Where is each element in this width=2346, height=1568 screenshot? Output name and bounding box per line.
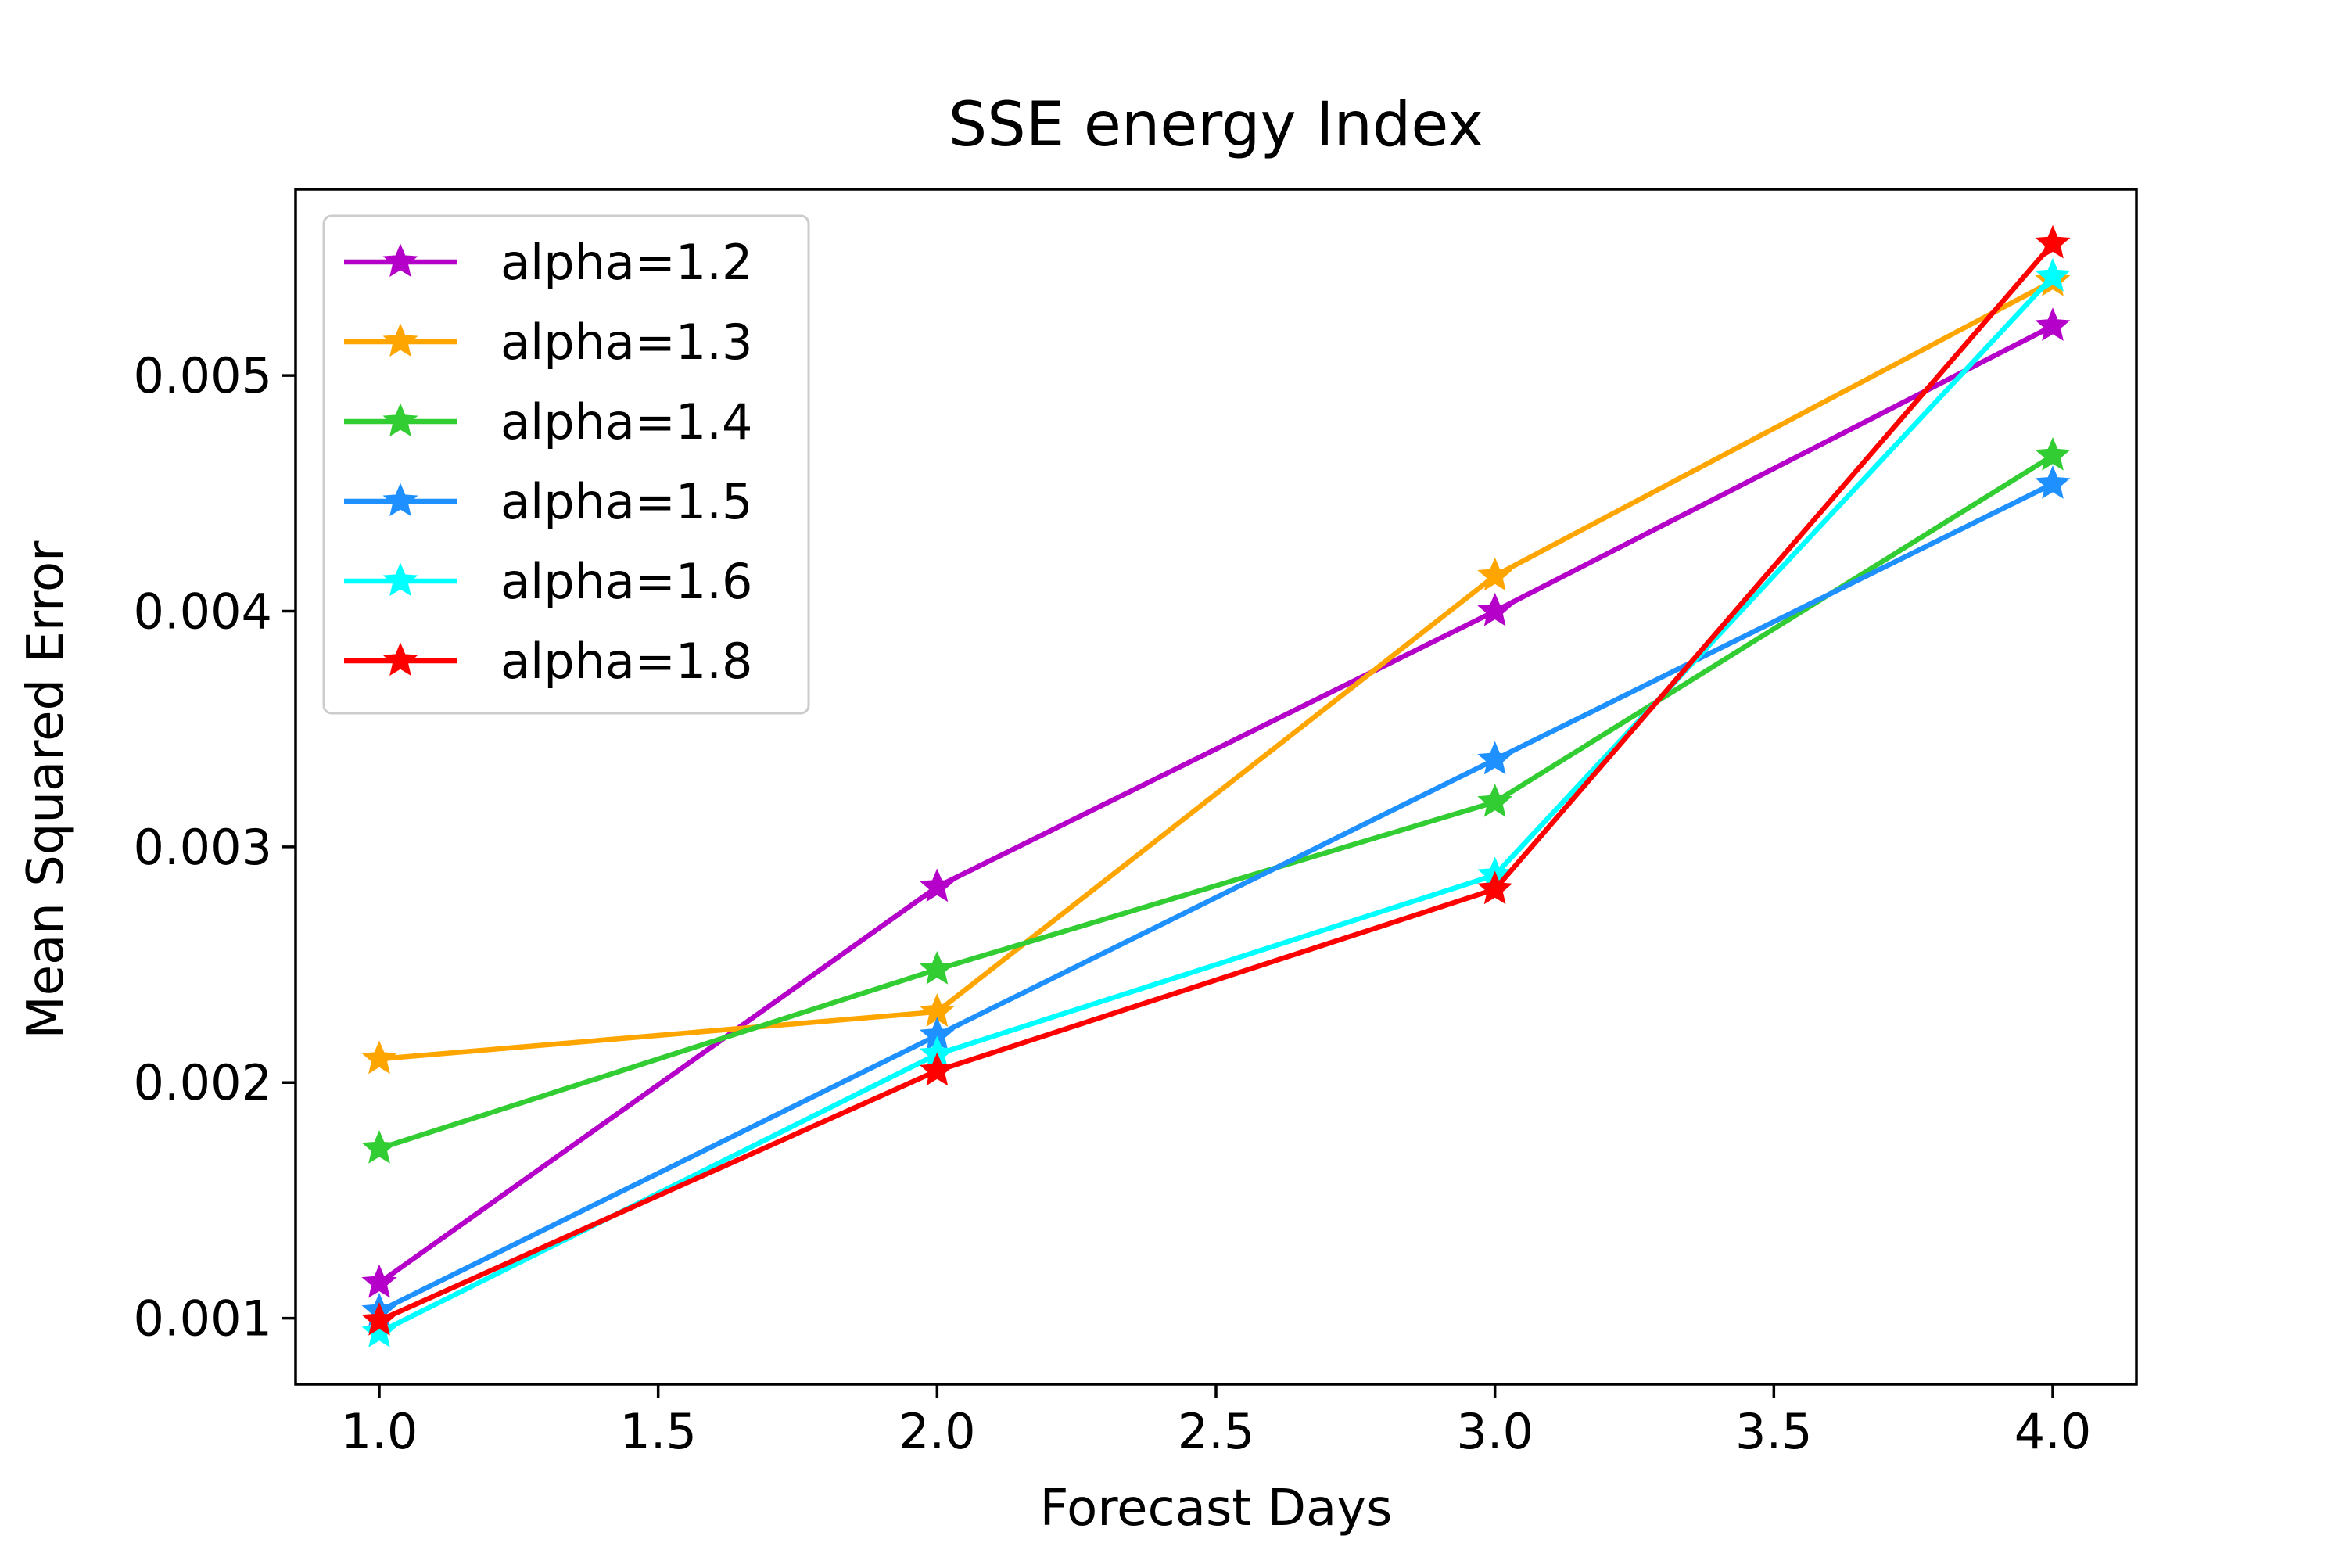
- y-tick-label: 0.002: [134, 1054, 273, 1111]
- series-layer: [361, 224, 2071, 1347]
- data-point: [361, 1314, 397, 1347]
- legend-label: alpha=1.5: [500, 473, 752, 530]
- data-point: [2035, 257, 2071, 292]
- legend-marker: [382, 642, 418, 676]
- y-tick-label: 0.005: [134, 347, 273, 404]
- legend-marker: [382, 243, 418, 278]
- y-axis-ticks: 0.001 0.002 0.003 0.004 0.005: [134, 347, 296, 1347]
- legend-marker: [382, 562, 418, 597]
- data-point: [919, 951, 955, 985]
- series-line: [376, 323, 2056, 1286]
- legend-item: alpha=1.5: [344, 473, 752, 530]
- x-tick-label: 4.0: [2014, 1403, 2092, 1460]
- data-point: [2035, 307, 2071, 341]
- x-axis-label: Forecast Days: [1040, 1480, 1393, 1538]
- chart-title: SSE energy Index: [949, 90, 1483, 160]
- data-point: [919, 1052, 955, 1086]
- legend-label: alpha=1.4: [500, 393, 752, 450]
- legend: alpha=1.2 alpha=1.3 alpha=1.4 alpha=1.5 alph…: [322, 214, 810, 715]
- legend-label: alpha=1.2: [500, 234, 752, 291]
- data-point: [361, 1302, 397, 1336]
- data-point: [1477, 557, 1513, 591]
- series-alpha=1.8: [361, 224, 2071, 1336]
- legend-item: alpha=1.8: [344, 633, 752, 690]
- data-point: [1477, 870, 1513, 905]
- legend-marker: [382, 323, 418, 357]
- data-point: [919, 868, 955, 902]
- data-point: [1477, 784, 1513, 817]
- series-alpha=1.2: [361, 307, 2071, 1298]
- series-line: [376, 453, 2056, 1151]
- y-tick-label: 0.003: [134, 819, 273, 876]
- x-tick-label: 2.0: [899, 1403, 976, 1460]
- plot-area-frame: [294, 188, 2138, 1386]
- series-line: [376, 241, 2056, 1323]
- legend-label: alpha=1.3: [500, 314, 752, 371]
- x-tick-label: 1.5: [619, 1403, 697, 1460]
- series-alpha=1.3: [361, 262, 2071, 1075]
- legend-item: alpha=1.4: [344, 393, 752, 450]
- data-point: [361, 1130, 397, 1164]
- data-point: [2035, 465, 2071, 499]
- legend-item: alpha=1.6: [344, 553, 752, 610]
- legend-marker: [382, 403, 418, 437]
- series-line: [376, 278, 2056, 1062]
- legend-label: alpha=1.8: [500, 633, 752, 690]
- x-axis-ticks: 1.0 1.5 2.0 2.5 3.0 3.5 4.0: [341, 1384, 2092, 1460]
- legend-item: alpha=1.2: [344, 234, 752, 291]
- series-line: [376, 481, 2056, 1314]
- data-point: [2035, 224, 2071, 259]
- legend-label: alpha=1.6: [500, 553, 752, 610]
- data-point: [361, 1040, 397, 1075]
- legend-marker: [382, 483, 418, 517]
- legend-item: alpha=1.3: [344, 314, 752, 371]
- x-tick-label: 1.0: [341, 1403, 418, 1460]
- data-point: [1477, 592, 1513, 626]
- x-tick-label: 2.5: [1178, 1403, 1255, 1460]
- y-axis-label: Mean Squared Error: [17, 540, 75, 1039]
- x-tick-label: 3.5: [1735, 1403, 1813, 1460]
- data-point: [2035, 437, 2071, 471]
- series-alpha=1.4: [361, 437, 2071, 1164]
- y-tick-label: 0.004: [134, 583, 273, 640]
- y-tick-label: 0.001: [134, 1290, 273, 1347]
- data-point: [1477, 741, 1513, 775]
- data-point: [361, 1264, 397, 1298]
- x-tick-label: 3.0: [1456, 1403, 1534, 1460]
